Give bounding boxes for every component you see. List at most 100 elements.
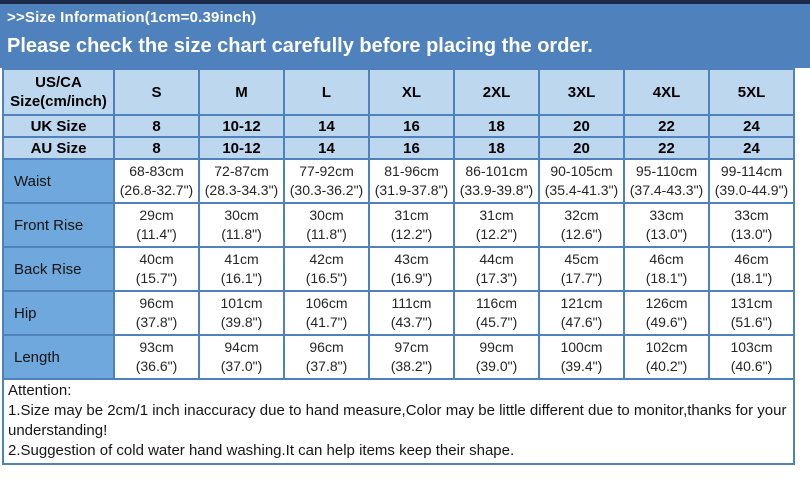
measure-cell: 42cm (16.5") [283,246,370,292]
measure-cell: 43cm (16.9") [368,246,455,292]
measure-cell: 121cm (47.6") [538,290,625,336]
measure-cell: 44cm (17.3") [453,246,540,292]
measure-cell: 116cm (45.7") [453,290,540,336]
table-row-back-rise: Back Rise 40cm (15.7") 41cm (16.1") 42cm (1… [2,246,795,292]
inch-value: (15.7") [135,270,178,286]
banner-title: >>Size Information(1cm=0.39inch) [7,9,257,26]
cm-value: 99cm [479,339,514,355]
size-cell: 18 [453,114,540,138]
inch-value: (43.7") [390,314,433,330]
cm-value: 121cm [560,295,603,311]
cm-value: 95-110cm [635,163,698,179]
cm-value: 94cm [224,339,259,355]
cm-value: 100cm [560,339,603,355]
cm-value: 43cm [394,251,429,267]
size-cell: 14 [283,136,370,160]
cm-value: 99-114cm [720,163,783,179]
size-info-banner: >>Size Information(1cm=0.39inch) Please … [0,4,810,68]
cm-value: 40cm [139,251,174,267]
size-cell: 10-12 [198,136,285,160]
inch-value: (31.9-37.8") [374,182,449,198]
table-row-front-rise: Front Rise 29cm (11.4") 30cm (11.8") 30cm (… [2,202,795,248]
size-chart-table: US/CA Size(cm/inch) S M L XL 2XL 3XL 4XL… [2,68,795,380]
inch-value: (38.2") [390,358,433,374]
banner-subtitle: Please check the size chart carefully be… [7,35,593,57]
inch-value: (16.1") [220,270,263,286]
measure-cell: 111cm (43.7") [368,290,455,336]
cm-value: 41cm [224,251,259,267]
measure-cell: 102cm (40.2") [623,334,710,380]
cm-value: 106cm [305,295,348,311]
inch-value: (11.8") [221,226,262,242]
size-cell: 20 [538,136,625,160]
measure-cell: 33cm (13.0") [708,202,795,248]
inch-value: (18.1") [730,270,773,286]
measure-cell: 126cm (49.6") [623,290,710,336]
inch-value: (37.8") [305,358,348,374]
cm-value: 30cm [224,207,259,223]
size-column-header: 4XL [623,68,710,116]
attention-note: Attention: 1.Size may be 2cm/1 inch inac… [2,380,795,465]
inch-value: (11.4") [136,226,177,242]
measure-cell: 31cm (12.2") [453,202,540,248]
inch-value: (12.6") [560,226,603,242]
inch-value: (30.3-36.2") [289,182,364,198]
inch-value: (49.6") [645,314,688,330]
table-row-hip: Hip 96cm (37.8") 101cm (39.8") 106cm (41.7"… [2,290,795,336]
measure-cell: 46cm (18.1") [708,246,795,292]
inch-value: (41.7") [305,314,348,330]
cm-value: 126cm [645,295,688,311]
size-cell: 24 [708,136,795,160]
inch-value: (45.7") [475,314,518,330]
measure-cell: 30cm (11.8") [198,202,285,248]
cm-value: 101cm [220,295,263,311]
cm-value: 31cm [394,207,429,223]
cm-value: 97cm [394,339,429,355]
size-column-header: 3XL [538,68,625,116]
size-cell: 8 [113,114,200,138]
row-label-length: Length [2,334,115,380]
measure-cell: 93cm (36.6") [113,334,200,380]
inch-value: (35.4-41.3") [544,182,619,198]
inch-value: (51.6") [730,314,773,330]
table-row-waist: Waist 68-83cm (26.8-32.7") 72-87cm (28.3-3… [2,158,795,204]
size-column-header: 5XL [708,68,795,116]
row-label-waist: Waist [2,158,115,204]
size-cell: 22 [623,136,710,160]
cm-value: 111cm [391,295,432,311]
cm-value: 33cm [734,207,769,223]
row-label-au-size: AU Size [2,136,115,160]
inch-value: (17.7") [560,270,603,286]
cm-value: 103cm [730,339,773,355]
size-cell: 10-12 [198,114,285,138]
inch-value: (13.0") [730,226,773,242]
row-label-hip: Hip [2,290,115,336]
measure-cell: 96cm (37.8") [113,290,200,336]
inch-value: (39.0") [475,358,518,374]
measure-cell: 30cm (11.8") [283,202,370,248]
measure-cell: 41cm (16.1") [198,246,285,292]
cm-value: 30cm [309,207,344,223]
measure-cell: 40cm (15.7") [113,246,200,292]
inch-value: (12.2") [390,226,433,242]
cm-value: 90-105cm [550,163,613,179]
size-column-header: S [113,68,200,116]
size-cell: 20 [538,114,625,138]
inch-value: (39.0-44.9") [714,182,789,198]
cm-value: 29cm [139,207,174,223]
measure-cell: 46cm (18.1") [623,246,710,292]
measure-cell: 101cm (39.8") [198,290,285,336]
inch-value: (11.8") [306,226,347,242]
inch-value: (13.0") [645,226,688,242]
cm-value: 46cm [734,251,769,267]
cm-value: 68-83cm [129,163,184,179]
inch-value: (37.0") [220,358,263,374]
inch-value: (40.2") [645,358,688,374]
measure-cell: 77-92cm (30.3-36.2") [283,158,370,204]
inch-value: (33.9-39.8") [459,182,534,198]
measure-cell: 96cm (37.8") [283,334,370,380]
inch-value: (18.1") [645,270,688,286]
inch-value: (40.6") [730,358,773,374]
corner-label: US/CA Size(cm/inch) [2,68,115,116]
measure-cell: 81-96cm (31.9-37.8") [368,158,455,204]
